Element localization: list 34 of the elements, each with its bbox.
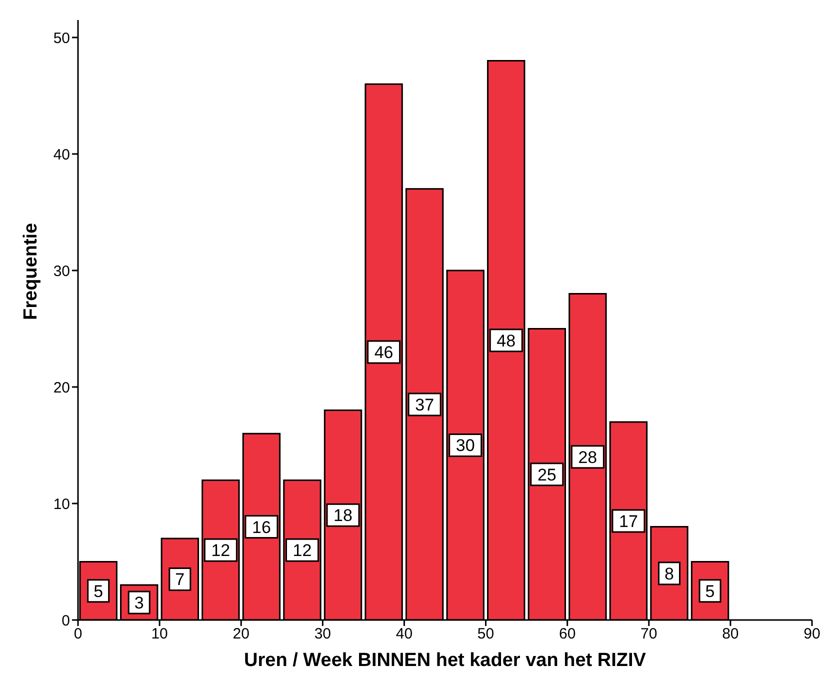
y-axis-title: Frequentie bbox=[20, 222, 42, 320]
data-label: 12 bbox=[292, 541, 312, 560]
y-tick-label: 10 bbox=[53, 496, 70, 513]
data-label: 48 bbox=[496, 331, 516, 350]
x-tick-label: 20 bbox=[232, 626, 250, 643]
data-label: 12 bbox=[211, 541, 230, 560]
x-tick-label: 50 bbox=[477, 626, 494, 643]
data-label: 5 bbox=[94, 582, 104, 601]
data-label: 16 bbox=[252, 518, 271, 537]
y-tick-label: 0 bbox=[62, 612, 70, 630]
y-tick-label: 50 bbox=[53, 30, 70, 47]
data-label: 46 bbox=[374, 343, 394, 362]
x-tick-label: 40 bbox=[396, 626, 413, 643]
x-tick-label: 80 bbox=[722, 626, 739, 643]
x-tick-label: 10 bbox=[151, 626, 168, 643]
data-label: 5 bbox=[705, 582, 715, 601]
data-label: 8 bbox=[664, 564, 674, 584]
x-tick-label: 90 bbox=[804, 626, 820, 643]
data-label: 17 bbox=[619, 512, 638, 531]
data-label: 28 bbox=[578, 448, 598, 467]
x-tick-label: 30 bbox=[314, 626, 332, 643]
data-label: 30 bbox=[456, 436, 475, 456]
data-label: 3 bbox=[134, 594, 144, 613]
y-tick-label: 30 bbox=[53, 262, 70, 280]
x-axis-title: Uren / Week BINNEN het kader van het RIZIV bbox=[244, 650, 646, 671]
y-tick-label: 40 bbox=[53, 146, 70, 164]
data-label: 7 bbox=[175, 570, 185, 590]
x-tick-label: 60 bbox=[558, 626, 576, 643]
x-tick-label: 70 bbox=[640, 626, 658, 643]
data-label: 25 bbox=[537, 465, 556, 484]
data-label: 37 bbox=[415, 395, 434, 414]
data-label: 18 bbox=[334, 506, 352, 526]
x-tick-label: 0 bbox=[74, 626, 82, 643]
y-tick-label: 20 bbox=[53, 379, 70, 396]
